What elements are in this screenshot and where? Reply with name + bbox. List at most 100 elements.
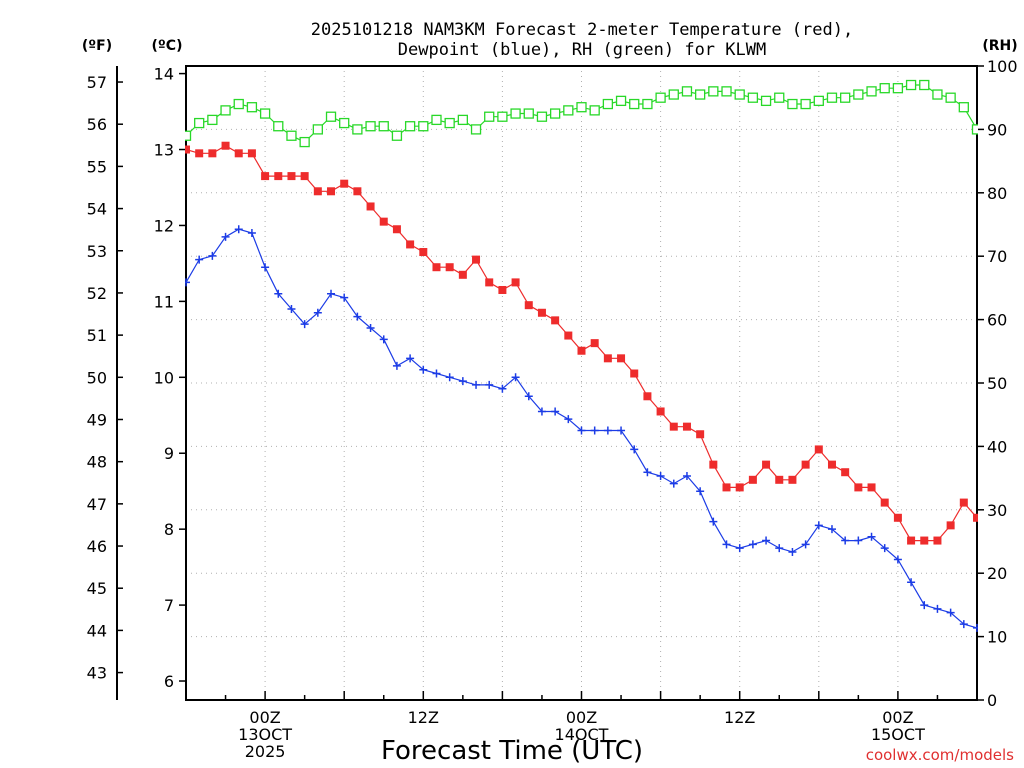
dewpoint-point [920,601,929,610]
temperature-point [419,248,428,257]
temperature-point [485,278,494,287]
dewpoint-point [498,384,507,393]
dewpoint-point [353,312,362,321]
temperature-point [603,354,612,363]
celsius-tick-label: 9 [164,444,174,463]
rh-point [220,105,231,116]
fahrenheit-tick-label: 46 [87,537,107,556]
rh-point [760,95,772,107]
dewpoint-point [472,380,481,389]
dewpoint-point [722,540,731,549]
temperature-point [920,536,929,545]
temperature-point [973,513,978,522]
rh-point [497,111,508,122]
temperature-point [577,346,586,355]
temperature-point [801,460,810,469]
dewpoint-point [419,365,428,374]
rh-tick-label: 70 [987,247,1007,266]
temperature-point [511,278,520,287]
fahrenheit-tick-label: 56 [87,115,107,134]
fahrenheit-tick-label: 43 [87,664,107,683]
temperature-point [432,263,441,272]
temperature-point [788,475,797,484]
rh-point [339,117,350,129]
dewpoint-point [366,323,375,332]
temperature-point [195,149,204,158]
dewpoint-point [274,289,283,298]
rh-point [510,108,521,119]
fahrenheit-tick-label: 50 [87,368,107,387]
series-temperature [185,141,978,545]
rh-point [536,111,548,122]
tick-labels: 6 7 8 9 10 11 12 13 14 43 44 45 46 47 48 49 50 51 52 53 54 55… [87,57,1018,761]
dewpoint-point [340,293,349,302]
celsius-tick-label: 14 [154,65,174,84]
rh-point [563,105,574,116]
rh-point [391,130,403,141]
rh-point [668,89,679,100]
dewpoint-point [709,517,718,526]
rh-point [708,86,719,97]
x-tick-label: 14OCT [555,725,609,744]
temperature-point [630,369,639,378]
fahrenheit-tick-label: 44 [87,621,107,640]
temperature-point [551,316,560,325]
rh-point [971,124,978,135]
rh-point [945,92,956,103]
rh-point [721,86,732,97]
dewpoint-point [933,604,942,613]
rh-point [787,98,798,110]
rh-point [813,95,824,107]
dewpoint-point [234,225,243,234]
dewpoint-point [617,426,626,435]
dewpoint-point [814,521,823,530]
temperature-point [300,172,309,181]
celsius-tick-label: 12 [154,216,174,235]
chart-title-line1: 2025101218 NAM3KM Forecast 2-meter Tempe… [311,20,853,40]
dewpoint-point [261,263,270,272]
dewpoint-point [392,361,401,370]
rh-axis-label: (RH) [982,38,1017,54]
celsius-tick-label: 13 [154,141,174,160]
dewpoint-point [221,232,230,241]
dewpoint-point [880,544,889,553]
temperature-point [682,422,691,431]
temperature-point [893,513,902,522]
fahrenheit-tick-label: 45 [87,579,107,598]
rh-point [325,111,337,122]
rh-point [484,111,495,122]
temperature-point [458,270,467,279]
dewpoint-point [748,540,757,549]
celsius-tick-label: 6 [164,672,174,691]
temperature-point [959,498,968,507]
temperature-point [854,483,863,492]
credit-text[interactable]: coolwx.com/models [866,746,1014,764]
dewpoint-point [313,308,322,317]
dewpoint-point [696,487,705,496]
dewpoint-point [801,540,810,549]
rh-tick-label: 0 [987,691,997,710]
rh-point [919,79,930,91]
rh-point [734,89,745,100]
temperature-point [261,172,270,181]
rh-point [523,108,534,119]
dewpoint-point [775,544,784,553]
series-rh [185,79,978,148]
temperature-point [696,430,705,439]
rh-point [681,86,693,97]
rh-tick-label: 50 [987,374,1007,393]
dewpoint-point [788,547,797,556]
temperature-point [472,255,481,264]
temperature-point [590,339,599,348]
temperature-point [643,392,652,401]
dewpoint-point [247,229,256,238]
rh-point [826,92,838,103]
rh-tick-label: 30 [987,501,1007,520]
temperature-point [327,187,336,196]
fahrenheit-tick-label: 54 [87,200,107,219]
temperature-point [656,407,665,416]
temperature-point [445,263,454,272]
x-tick-label: 00Z [249,708,280,727]
dewpoint-point [511,373,520,382]
rh-tick-label: 80 [987,184,1007,203]
